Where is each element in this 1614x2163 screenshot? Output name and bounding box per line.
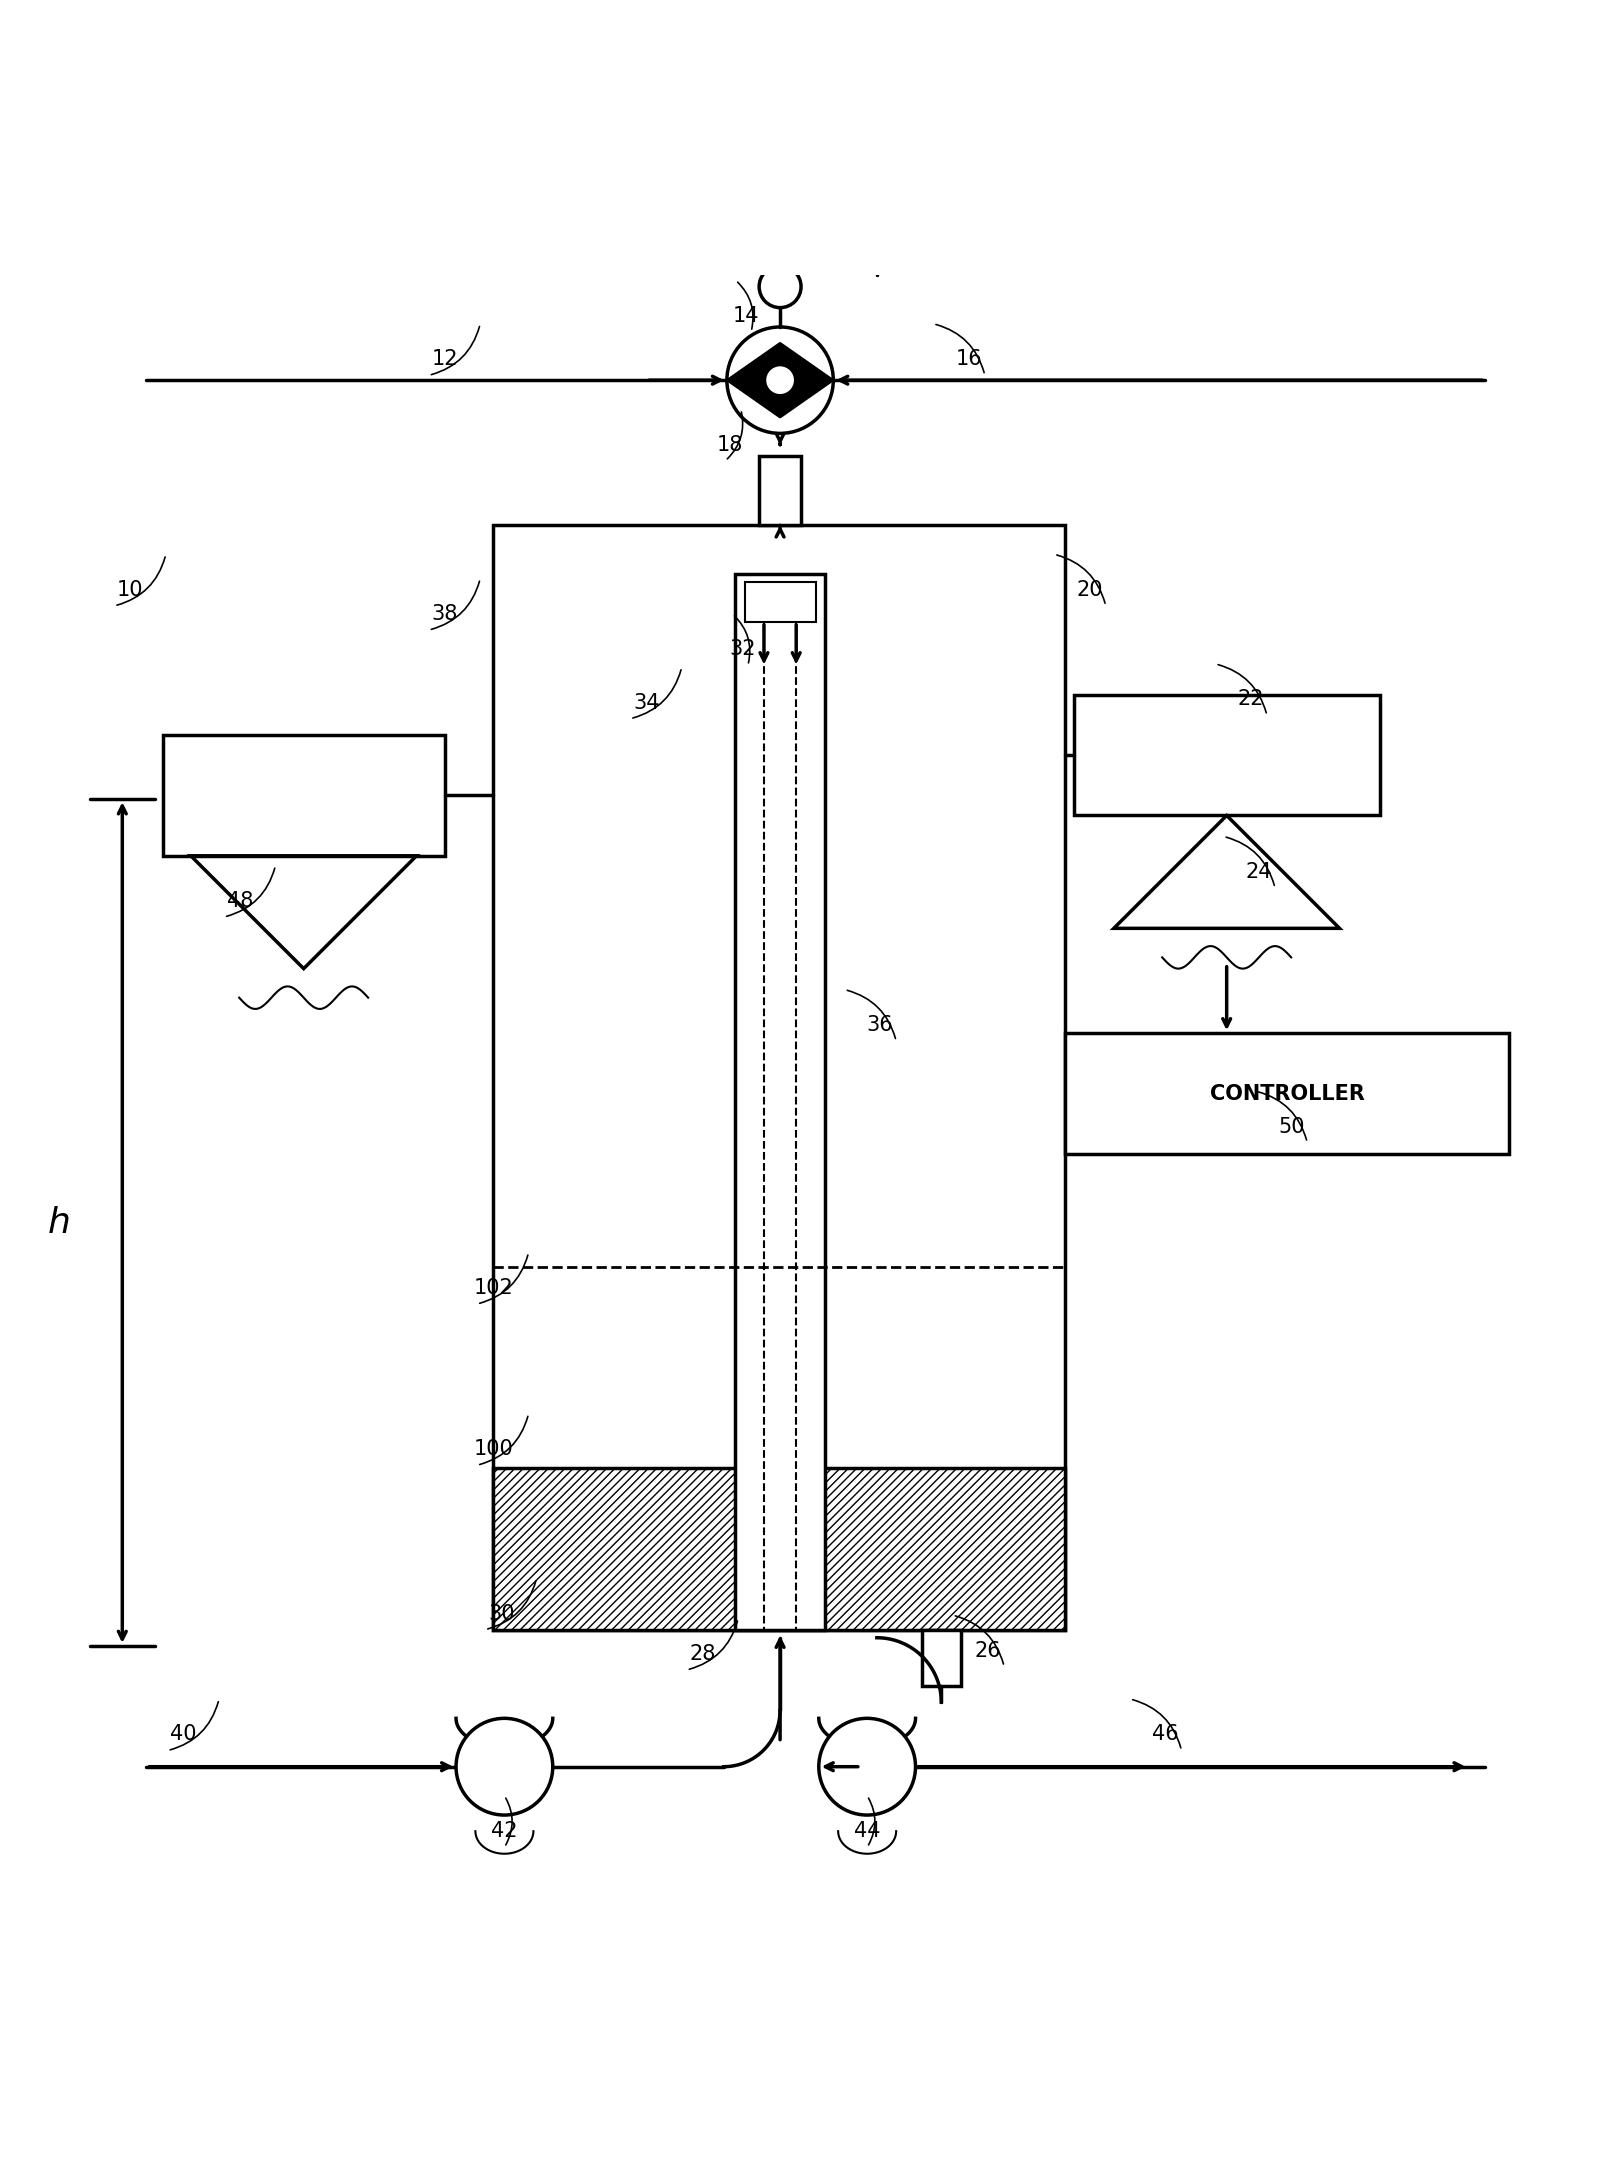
Text: h: h (48, 1205, 71, 1239)
Bar (744, 582, 815, 623)
Circle shape (759, 266, 801, 307)
Circle shape (765, 366, 794, 396)
Text: 14: 14 (733, 305, 759, 327)
Bar (492, 1469, 1065, 1629)
Bar (1065, 1034, 1507, 1155)
Text: 50: 50 (1277, 1116, 1304, 1136)
Text: 20: 20 (1075, 580, 1102, 599)
Text: 38: 38 (431, 603, 458, 623)
Bar (492, 526, 1065, 1629)
Text: 46: 46 (1151, 1724, 1178, 1743)
Text: 22: 22 (1236, 690, 1264, 709)
Text: 42: 42 (491, 1821, 518, 1841)
Text: 36: 36 (867, 1014, 893, 1036)
Text: 26: 26 (975, 1640, 1001, 1661)
Text: 24: 24 (1244, 861, 1272, 883)
Text: 12: 12 (431, 348, 458, 370)
Polygon shape (780, 344, 833, 417)
Bar (759, 456, 801, 526)
Text: 16: 16 (955, 348, 981, 370)
Text: 102: 102 (473, 1278, 513, 1298)
Text: 34: 34 (633, 692, 659, 712)
Text: CONTROLLER: CONTROLLER (1209, 1084, 1364, 1103)
Text: 32: 32 (730, 640, 755, 660)
Bar (163, 735, 444, 857)
Polygon shape (726, 344, 780, 417)
Circle shape (455, 1717, 552, 1815)
Bar (734, 573, 825, 1629)
Text: 44: 44 (854, 1821, 880, 1841)
Text: 100: 100 (473, 1438, 513, 1460)
Circle shape (818, 1717, 915, 1815)
Text: 48: 48 (226, 891, 253, 911)
Text: 28: 28 (689, 1644, 715, 1663)
Text: 18: 18 (717, 435, 742, 454)
Text: 10: 10 (118, 580, 144, 599)
Circle shape (726, 327, 833, 433)
Text: 40: 40 (169, 1724, 197, 1743)
Bar (922, 1629, 960, 1687)
Bar (1073, 694, 1378, 815)
Text: 30: 30 (487, 1603, 515, 1624)
